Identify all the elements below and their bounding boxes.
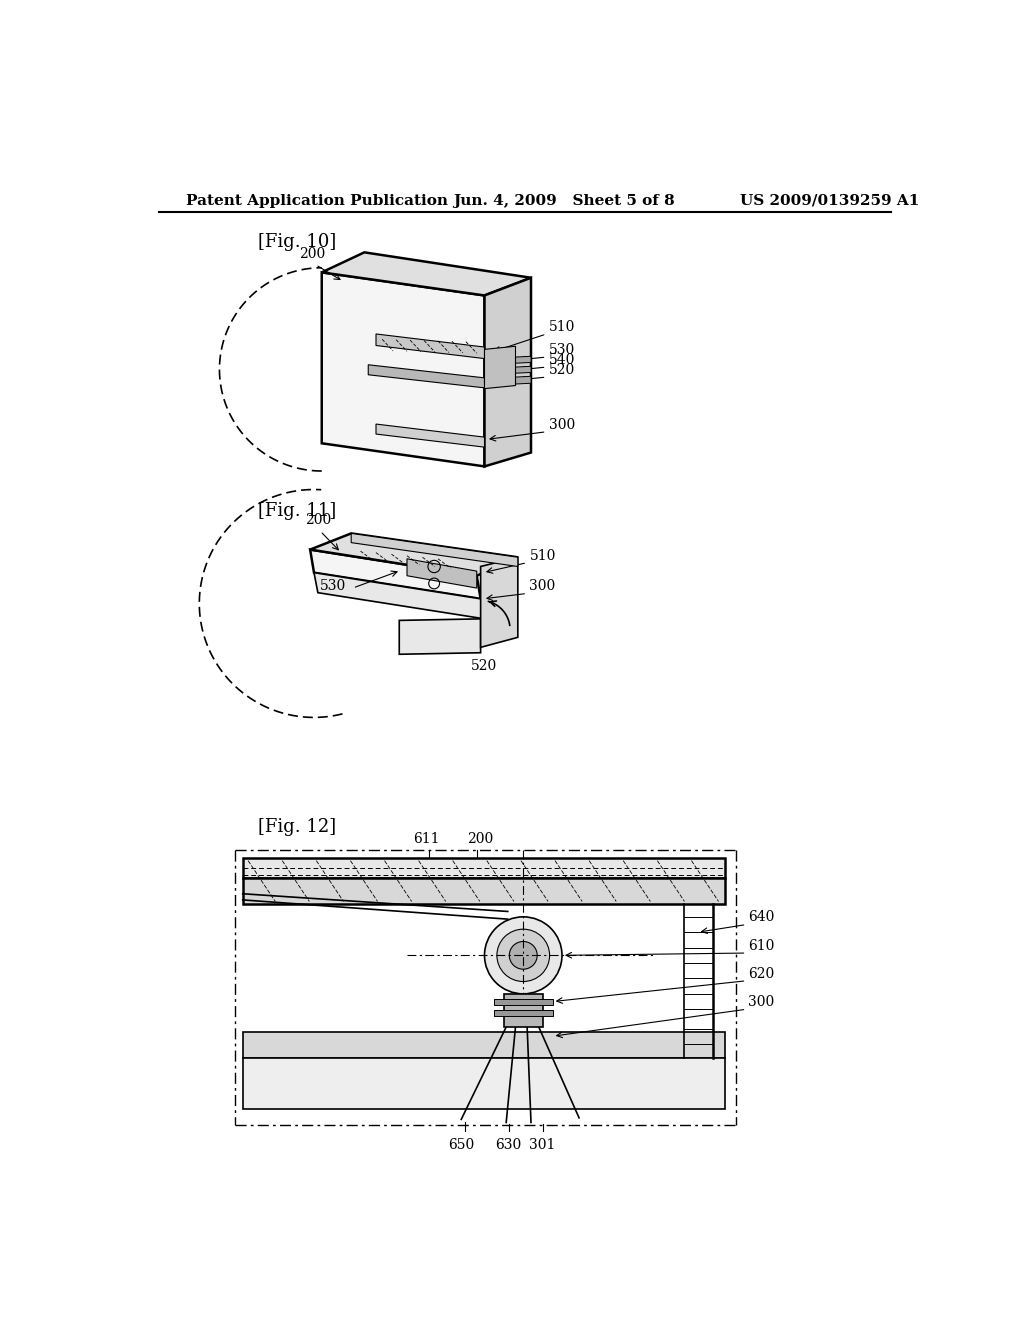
Text: 510: 510 (529, 549, 556, 562)
Polygon shape (243, 878, 725, 904)
Polygon shape (494, 999, 553, 1006)
Polygon shape (484, 376, 531, 385)
Polygon shape (310, 533, 518, 576)
Text: 301: 301 (529, 1138, 556, 1152)
Polygon shape (314, 573, 484, 619)
Text: [Fig. 11]: [Fig. 11] (258, 502, 337, 520)
Polygon shape (310, 549, 480, 599)
Text: 200: 200 (305, 513, 331, 527)
Polygon shape (369, 364, 484, 388)
Text: US 2009/0139259 A1: US 2009/0139259 A1 (740, 194, 920, 207)
Text: 300: 300 (748, 995, 774, 1010)
Text: 610: 610 (748, 939, 774, 953)
Text: 530: 530 (321, 579, 346, 594)
Polygon shape (376, 424, 484, 447)
Text: 520: 520 (549, 363, 575, 378)
Polygon shape (243, 1032, 725, 1057)
Polygon shape (484, 367, 531, 375)
Polygon shape (484, 356, 531, 364)
Circle shape (509, 941, 538, 969)
Polygon shape (243, 1057, 725, 1109)
Polygon shape (484, 346, 515, 388)
Text: 300: 300 (529, 579, 556, 594)
Text: 200: 200 (299, 247, 326, 261)
Polygon shape (484, 277, 531, 466)
Text: 200: 200 (468, 832, 494, 846)
Text: 300: 300 (549, 417, 575, 432)
Text: 530: 530 (549, 343, 575, 356)
Text: 611: 611 (413, 832, 439, 846)
Text: 620: 620 (748, 966, 774, 981)
Text: [Fig. 10]: [Fig. 10] (258, 232, 337, 251)
Polygon shape (376, 334, 484, 359)
Polygon shape (407, 558, 477, 589)
Text: 640: 640 (748, 911, 774, 924)
Polygon shape (243, 858, 725, 878)
Circle shape (497, 929, 550, 982)
Text: 520: 520 (471, 660, 498, 673)
Polygon shape (351, 533, 518, 566)
Text: 540: 540 (549, 352, 575, 367)
Text: Patent Application Publication: Patent Application Publication (186, 194, 449, 207)
Text: [Fig. 12]: [Fig. 12] (258, 818, 336, 836)
Text: 510: 510 (549, 319, 575, 334)
Text: 650: 650 (449, 1138, 474, 1152)
Text: Jun. 4, 2009   Sheet 5 of 8: Jun. 4, 2009 Sheet 5 of 8 (454, 194, 675, 207)
Polygon shape (322, 272, 484, 466)
Polygon shape (504, 994, 543, 1027)
Polygon shape (480, 557, 518, 647)
Circle shape (484, 917, 562, 994)
Polygon shape (399, 619, 480, 655)
Text: 630: 630 (495, 1138, 521, 1152)
Polygon shape (322, 252, 531, 296)
Polygon shape (494, 1010, 553, 1016)
